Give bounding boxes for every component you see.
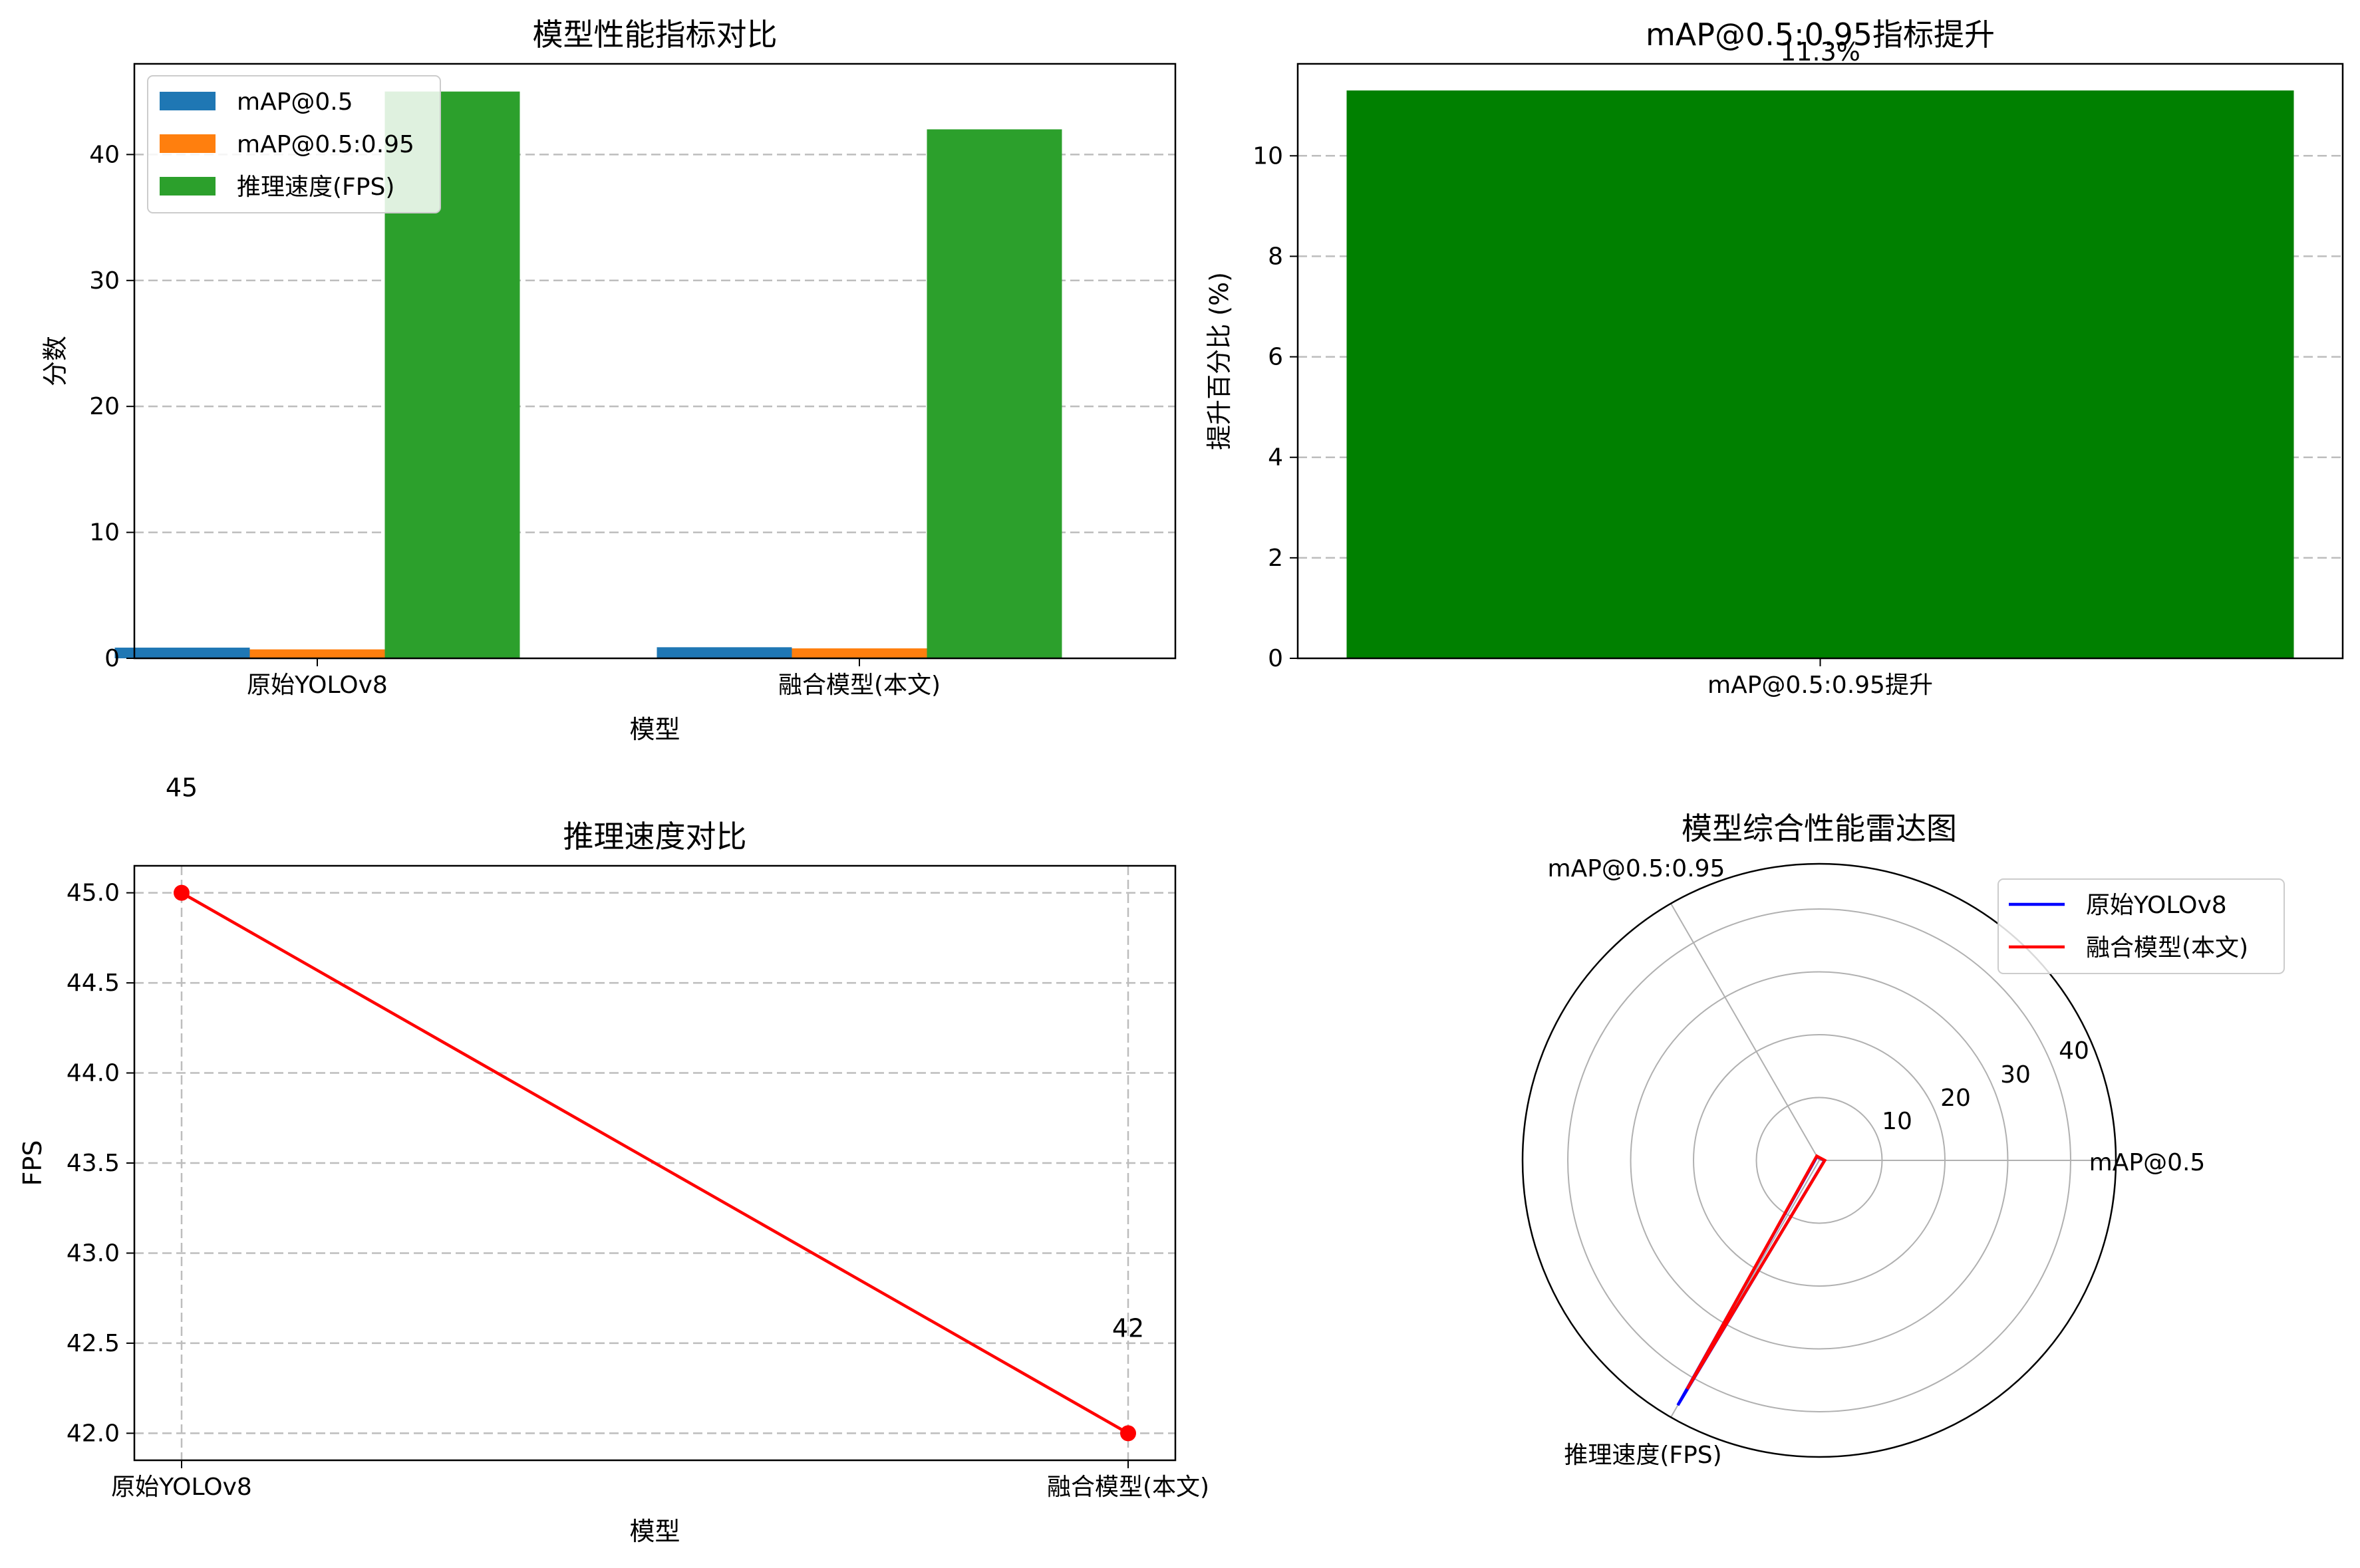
data-label: 42 [1112,1313,1144,1343]
legend-swatch [160,177,216,196]
y-tick-label: 42.5 [67,1330,120,1357]
x-axis-label: 模型 [629,1517,680,1546]
data-label: 45 [166,773,198,803]
radial-tick-label: 30 [2000,1061,2031,1089]
y-tick-label: 44.5 [67,970,120,997]
legend-label: mAP@0.5:0.95 [237,131,414,158]
data-point [1120,1425,1136,1442]
y-tick-label: 0 [104,645,120,672]
y-tick-label: 20 [89,393,120,420]
y-tick-label: 44.0 [67,1060,120,1087]
radial-tick-label: 20 [1940,1085,1971,1112]
x-axis-label: 模型 [629,715,680,744]
y-tick-label: 4 [1268,444,1283,471]
axis-label: mAP@0.5 [2089,1149,2206,1176]
y-tick-label: 10 [89,519,120,547]
legend-swatch [160,92,216,110]
legend-label: mAP@0.5 [237,88,353,116]
radial-tick-label: 40 [2059,1037,2089,1065]
y-tick-label: 43.0 [67,1240,120,1267]
x-tick-label: 融合模型(本文) [778,672,941,699]
radar-series-融合模型(本文) [1686,1154,1827,1390]
bar-推理速度(FPS) [927,129,1062,659]
legend-layer: mAP@0.5 mAP@0.5:0.95 推理速度(FPS) 原始YOLOv8 融合模型… [147,75,2285,974]
bar-mAP@0.5:0.95 [792,648,927,658]
legend-label: 推理速度(FPS) [237,174,394,201]
x-tick-label: 融合模型(本文) [1047,1474,1209,1501]
x-tick-label: mAP@0.5:0.95提升 [1707,672,1933,699]
axes-frame [133,864,1177,1462]
bar-mAP@0.5 [657,647,792,658]
radar-outline [1521,862,2117,1458]
legend-box [1997,878,2285,974]
y-tick-label: 8 [1268,243,1283,270]
y-tick-label: 42.0 [67,1420,120,1447]
series-line [180,891,1129,1435]
legend-swatch [160,134,216,153]
y-tick-label: 2 [1268,545,1283,572]
x-tick-label: 原始YOLOv8 [111,1474,252,1501]
y-tick-label: 0 [1268,645,1283,672]
y-tick-label: 30 [89,267,120,295]
legend-label: 融合模型(本文) [2086,934,2248,962]
axis-label: 推理速度(FPS) [1564,1442,1721,1469]
data-point [174,884,190,901]
frames-layer [126,63,2344,1468]
chart-title: 推理速度对比 [563,819,747,854]
chart-title: 模型性能指标对比 [533,17,778,53]
y-tick-label: 40 [89,141,120,168]
bar-mAP@0.5 [114,647,250,658]
chart-title: 模型综合性能雷达图 [1682,811,1957,847]
marks-layer [114,90,2294,1442]
y-tick-label: 45.0 [67,880,120,907]
axes-frame [1296,63,2344,660]
y-tick-label: 6 [1268,344,1283,371]
y-axis-label: 提升百分比 (%) [1205,272,1234,450]
axes-frame [133,63,1177,660]
legend-label: 原始YOLOv8 [2086,892,2227,919]
bar [1346,90,2294,658]
legend-box [147,75,441,213]
y-axis-label: FPS [18,1140,47,1186]
x-tick-label: 原始YOLOv8 [247,672,388,699]
y-tick-label: 43.5 [67,1150,120,1177]
radial-tick-label: 10 [1882,1108,1912,1135]
spoke-line [1670,903,1820,1161]
chart-title: mAP@0.5:0.95指标提升 [1646,17,1995,53]
data-label: 11.3% [1780,37,1860,66]
y-axis-label: 分数 [41,336,70,386]
axis-label: mAP@0.5:0.95 [1548,855,1725,882]
bar-mAP@0.5:0.95 [249,649,385,658]
y-tick-label: 10 [1253,142,1283,170]
